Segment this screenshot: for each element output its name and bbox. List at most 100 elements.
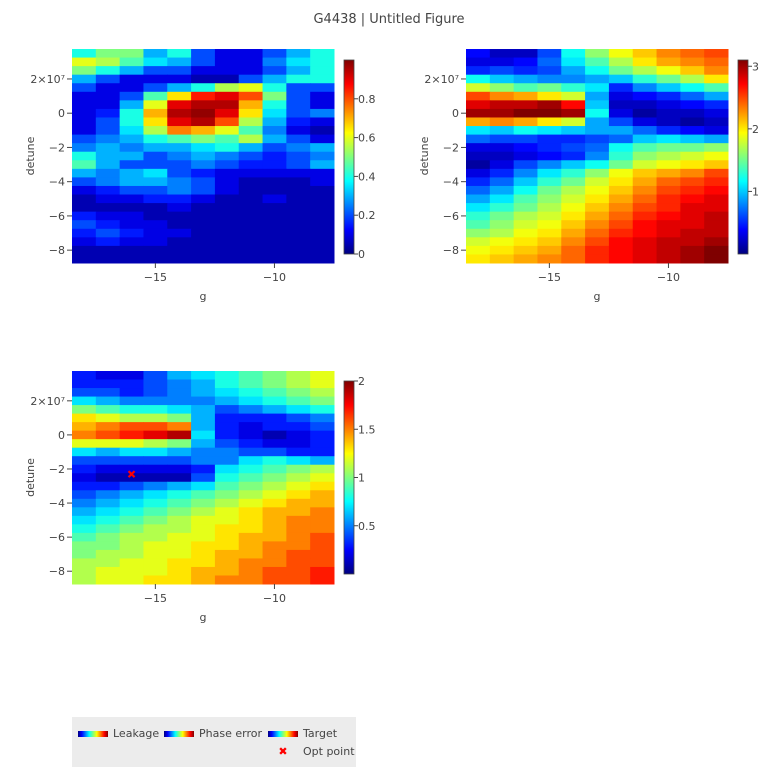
target-cell: [143, 439, 168, 449]
target-cell: [191, 422, 216, 432]
leakage-cell: [310, 134, 335, 144]
target-cell: [191, 456, 216, 466]
phase-error-cell: [680, 100, 705, 110]
target-cell: [119, 566, 144, 576]
leakage-cell: [143, 168, 168, 178]
leakage-cell: [72, 185, 97, 196]
target-cell: [167, 575, 192, 585]
phase-error-cell: [704, 91, 729, 101]
leakage-cell: [95, 168, 121, 178]
phase-error-cell: [704, 143, 729, 153]
target-cell: [167, 464, 192, 474]
phase-error-cell: [680, 151, 705, 161]
target-cell: [95, 490, 121, 500]
leakage-cell: [286, 117, 311, 127]
phase-error-cell: [513, 245, 538, 255]
target-cell: [95, 566, 121, 576]
target-cell: [310, 541, 335, 551]
target-cell: [214, 481, 240, 491]
target-cell: [167, 549, 192, 559]
phase-error-cell: [585, 117, 610, 127]
phase-error-y-tick-label: −4: [443, 176, 459, 189]
target-cell: [214, 532, 240, 542]
target-cell: [262, 388, 287, 398]
phase-error-cell: [704, 66, 729, 76]
target-cell: [119, 515, 144, 525]
leakage-y-tick-label: −8: [49, 244, 65, 257]
leakage-y-axis-label: detune: [24, 136, 37, 175]
leakage-cell: [262, 160, 287, 170]
phase-error-cell: [704, 168, 729, 178]
phase-error-cell: [561, 177, 586, 187]
target-cell: [310, 464, 335, 474]
target-cell: [95, 541, 121, 551]
phase-error-cell: [561, 237, 586, 247]
leakage-cell: [214, 160, 240, 170]
phase-error-cell: [632, 168, 658, 178]
phase-error-cell: [632, 237, 658, 247]
target-cell: [119, 575, 144, 585]
leakage-cell: [119, 211, 144, 221]
target-cell: [238, 388, 264, 398]
legend-swatch-leakage: [78, 730, 108, 737]
phase-error-cell: [704, 220, 729, 230]
leakage-cell: [72, 83, 97, 93]
leakage-cell: [310, 108, 335, 118]
target-cell: [191, 515, 216, 525]
phase-error-cell: [537, 91, 562, 101]
leakage-cell: [143, 211, 168, 221]
leakage-cell: [143, 245, 168, 255]
legend-item-phase-error[interactable]: Phase error: [164, 727, 262, 740]
leakage-cell: [310, 74, 335, 84]
phase-error-cell: [704, 126, 729, 136]
phase-error-cell: [561, 57, 586, 67]
target-cell: [262, 532, 287, 542]
phase-error-cell: [537, 100, 562, 110]
leakage-cell: [214, 245, 240, 255]
phase-error-cell: [608, 100, 634, 110]
phase-error-cell: [632, 91, 658, 101]
phase-error-cell: [680, 220, 705, 230]
leakage-cell: [143, 228, 168, 238]
target-cell: [72, 507, 97, 517]
leakage-cell: [95, 237, 121, 247]
target-cell: [286, 413, 311, 423]
target-cell: [95, 515, 121, 525]
leakage-cell: [167, 57, 192, 67]
phase-error-cell: [489, 49, 515, 59]
phase-error-cell: [561, 126, 586, 136]
leakage-cell: [238, 211, 264, 221]
legend-item-opt-point[interactable]: ✖ Opt point: [268, 745, 354, 758]
phase-error-cell: [561, 203, 586, 213]
leakage-cell: [262, 49, 287, 59]
phase-error-cell: [537, 49, 562, 59]
leakage-cell: [238, 220, 264, 230]
phase-error-cell: [537, 143, 562, 153]
phase-error-cell: [466, 185, 491, 196]
legend-item-target[interactable]: Target: [268, 727, 337, 740]
legend-item-leakage[interactable]: Leakage: [78, 727, 159, 740]
phase-error-cell: [704, 83, 729, 93]
phase-error-cell: [656, 185, 681, 196]
target-cell: [310, 456, 335, 466]
target-cell: [214, 549, 240, 559]
target-cell: [286, 515, 311, 525]
phase-error-cell: [561, 83, 586, 93]
target-colorbar-tick-label: 1.5: [358, 423, 376, 436]
leakage-cell: [95, 245, 121, 255]
leakage-cell: [95, 126, 121, 136]
target-y-axis-label: detune: [24, 458, 37, 497]
phase-error-cell: [656, 194, 681, 204]
target-cell: [262, 422, 287, 432]
phase-error-cell: [632, 100, 658, 110]
leakage-cell: [310, 228, 335, 238]
leakage-cell: [214, 126, 240, 136]
phase-error-cell: [656, 177, 681, 187]
leakage-cell: [310, 254, 335, 264]
target-cell: [143, 456, 168, 466]
leakage-cell: [191, 220, 216, 230]
phase-error-cell: [656, 74, 681, 84]
target-cell: [214, 473, 240, 483]
phase-error-cell: [680, 143, 705, 153]
target-cell: [167, 388, 192, 398]
